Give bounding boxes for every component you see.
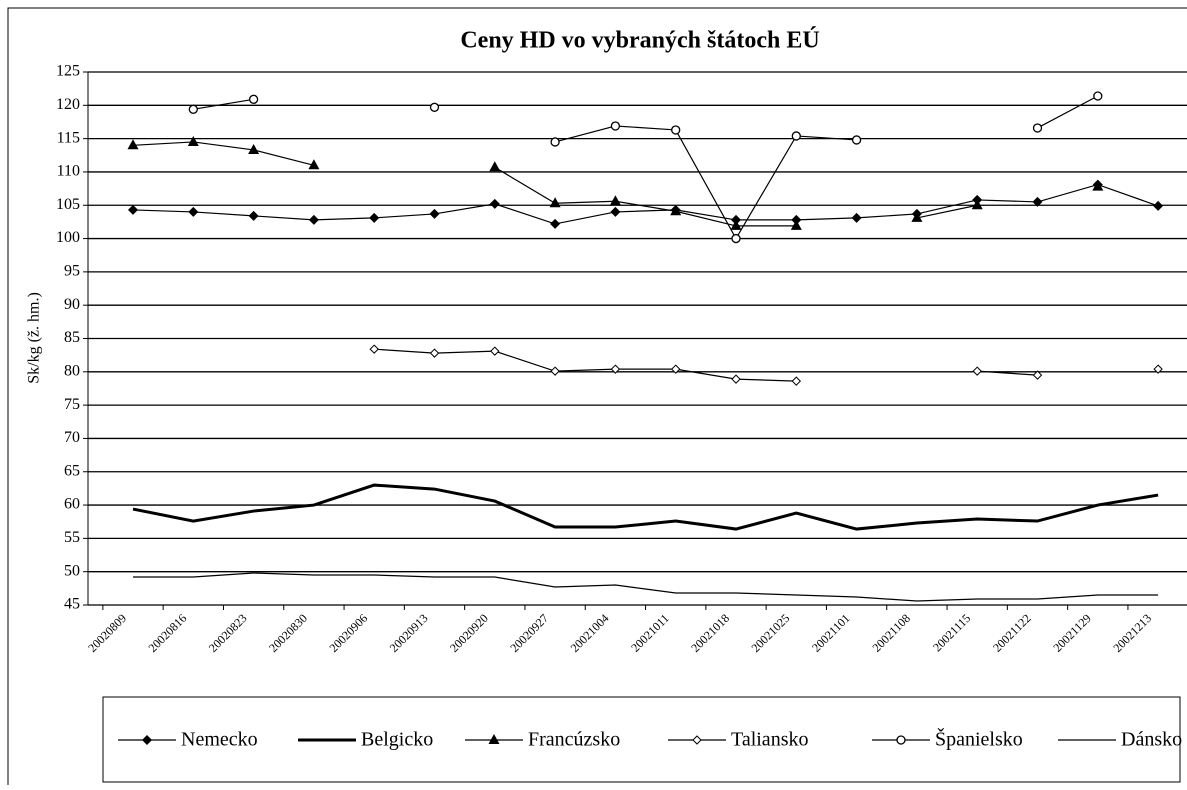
y-tick-label: 45: [64, 596, 80, 613]
marker: [1032, 196, 1043, 207]
marker: [489, 161, 501, 172]
marker: [791, 131, 801, 141]
marker: [1093, 91, 1103, 101]
marker: [670, 364, 681, 374]
marker: [1153, 200, 1164, 211]
marker: [610, 206, 621, 217]
y-tick-label: 65: [64, 462, 80, 479]
marker: [489, 198, 500, 209]
marker: [971, 199, 983, 210]
marker: [1032, 370, 1043, 380]
marker: [188, 206, 199, 217]
marker: [308, 214, 319, 225]
marker: [896, 735, 906, 745]
y-tick-label: 120: [56, 96, 80, 113]
marker: [550, 218, 561, 229]
y-tick-label: 85: [64, 329, 80, 346]
marker: [488, 734, 500, 744]
y-tick-label: 75: [64, 396, 80, 413]
marker: [248, 94, 259, 104]
legend-label: Dánsko: [1121, 729, 1182, 751]
chart-frame: [7, 7, 1187, 790]
legend-label: Španielsko: [935, 727, 1023, 751]
legend-label: Nemecko: [181, 729, 258, 751]
y-tick-label: 105: [56, 196, 80, 213]
marker: [308, 159, 320, 170]
series-line: [193, 95, 1099, 240]
y-tick-label: 80: [64, 362, 80, 379]
y-tick-label: 70: [64, 429, 80, 446]
marker: [692, 735, 702, 745]
series-line: [133, 572, 1159, 602]
legend-label: Belgicko: [361, 729, 433, 751]
marker: [670, 205, 682, 216]
marker: [369, 212, 380, 223]
marker: [730, 219, 742, 230]
marker: [550, 366, 560, 376]
series-line: [132, 483, 1159, 531]
legend-box: [102, 696, 1181, 783]
marker: [429, 348, 440, 358]
marker: [550, 137, 560, 147]
marker: [369, 344, 379, 354]
marker: [490, 346, 500, 356]
marker: [731, 233, 741, 244]
marker: [609, 195, 621, 206]
marker: [671, 125, 681, 135]
marker: [1153, 364, 1163, 374]
y-tick-label: 55: [64, 529, 80, 546]
marker: [127, 139, 139, 150]
marker: [790, 219, 802, 230]
marker: [911, 211, 923, 222]
marker: [610, 364, 621, 374]
y-tick-label: 100: [56, 229, 80, 246]
y-tick-label: 115: [57, 129, 80, 146]
y-tick-label: 60: [64, 496, 80, 513]
marker: [610, 121, 621, 131]
marker: [429, 102, 440, 112]
marker: [1092, 180, 1104, 191]
marker: [429, 208, 440, 219]
y-tick-label: 90: [64, 296, 80, 313]
marker: [731, 374, 741, 384]
marker: [142, 735, 152, 745]
marker: [248, 143, 260, 154]
marker: [128, 204, 138, 215]
marker: [188, 104, 198, 114]
marker: [851, 135, 862, 145]
legend-label: Francúzsko: [528, 729, 620, 751]
y-tick-label: 110: [57, 163, 80, 180]
y-axis-label: Sk/kg (ž. hm.): [26, 292, 43, 384]
y-tick-label: 50: [64, 562, 80, 579]
legend-label: Taliansko: [731, 729, 808, 751]
marker: [851, 212, 862, 223]
marker: [1032, 123, 1043, 133]
marker: [972, 366, 982, 376]
marker: [248, 210, 259, 221]
y-tick-label: 125: [56, 63, 80, 80]
marker: [549, 197, 561, 208]
series-line: [132, 183, 1159, 225]
y-tick-label: 95: [64, 263, 80, 280]
marker: [187, 135, 199, 146]
chart-title: Ceny HD vo vybraných štátoch EÚ: [460, 28, 819, 54]
marker: [791, 376, 802, 386]
